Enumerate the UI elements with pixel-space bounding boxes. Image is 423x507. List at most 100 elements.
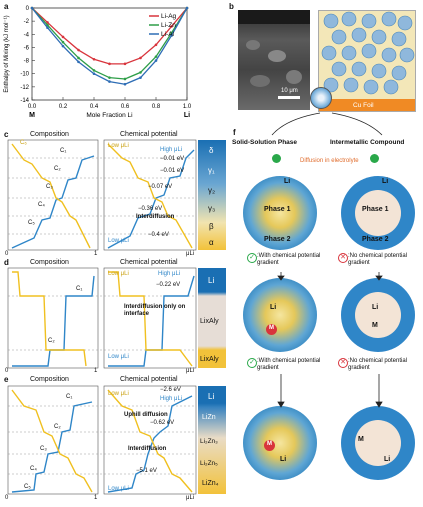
d-high-mu: High μLi <box>158 271 181 277</box>
f-left-particle-3 <box>243 406 317 480</box>
data-point <box>154 59 158 62</box>
x-tick-label: 0.6 <box>121 104 130 110</box>
c-low-mu-top: Low μLi <box>108 143 129 149</box>
d-axis-0: 0 <box>5 368 9 374</box>
y-tick-label: -14 <box>20 98 29 104</box>
row-c-diagram <box>7 139 197 251</box>
y-axis-label: Enthalpy of Mixing (kJ mol⁻¹) <box>4 15 10 92</box>
x-end-label-m: M <box>29 112 35 119</box>
data-point <box>185 6 189 10</box>
x-tick-label: 0.8 <box>152 104 161 110</box>
panel-label-b: b <box>229 2 234 11</box>
data-point <box>92 72 96 76</box>
c-phase-column: δ γ₁ γ₂ γ₃ β α <box>198 140 226 250</box>
li-particle <box>397 15 413 31</box>
c-phase-3: γ₃ <box>208 204 216 213</box>
d-low-mu-top: Low μLi <box>108 271 129 277</box>
data-point <box>139 56 142 60</box>
li-atom-right-top <box>370 154 379 163</box>
e-mu-axis: μLi <box>186 495 195 501</box>
cross-icon-1: ✕ <box>338 253 348 263</box>
sem-micrograph: 10 μm <box>238 10 310 110</box>
check-icon-2: ✓ <box>247 358 257 368</box>
foil-schematic: Cu Foil <box>318 10 416 112</box>
data-point <box>154 55 158 58</box>
f-m-right-3: M <box>358 436 364 443</box>
data-point <box>108 80 111 83</box>
x-tick-label: 0.0 <box>28 104 37 110</box>
e-phase-2: Li₂Zn₃ <box>200 438 218 445</box>
c-phase-2: γ₂ <box>208 186 216 195</box>
data-point <box>46 26 49 30</box>
data-point <box>61 35 65 39</box>
f-no-grad-1: :No chemical potential gradient <box>348 253 408 266</box>
y-tick-label: -4 <box>24 32 30 38</box>
data-point <box>139 76 142 79</box>
e-uphill: Uphill diffusion <box>124 412 168 418</box>
plot-frame <box>31 7 188 101</box>
c-energy-4: −0.36 eV <box>138 206 163 212</box>
e-label-c1: C₁ <box>66 394 73 400</box>
data-point <box>123 82 127 86</box>
e-phase-3: Li₂Zn₅ <box>200 460 218 467</box>
cu-foil <box>319 99 415 111</box>
d-mu-axis: μLi <box>186 368 195 374</box>
c-label-c2: C₂ <box>54 166 61 172</box>
c-axis-1: 1 <box>94 251 98 257</box>
y-tick-label: 0 <box>26 6 30 12</box>
d-interdiffusion: Interdiffusion only on interface <box>124 304 186 317</box>
enthalpy-chart: 0.0 0.2 0.4 0.6 0.8 1.0 0 -2 -4 -6 -8 -10 -12 -14 Mole… <box>4 6 192 119</box>
c-label-c4: C₄ <box>38 202 45 208</box>
e-axis-0: 0 <box>5 495 9 501</box>
f-li-right-2: Li <box>372 304 379 311</box>
f-diffusion-label: Diffusion in electrolyte <box>300 158 359 164</box>
e-energy-1: −2.6 eV <box>160 387 181 393</box>
d-low-mu: Low μLi <box>108 354 129 360</box>
li-particle <box>399 47 415 63</box>
data-point <box>46 21 49 24</box>
f-no-grad-2: :No chemical potential gradient <box>348 358 408 371</box>
e-phase-4: LiZn₄ <box>202 480 219 487</box>
c-label-c1: C₁ <box>60 148 67 154</box>
f-left-phase2: Phase 2 <box>264 236 291 243</box>
data-point <box>154 43 158 47</box>
data-point <box>61 40 65 44</box>
composition-title-e: Composition <box>30 376 69 383</box>
f-left-phase1: Phase 1 <box>264 206 291 213</box>
y-tick-label: -8 <box>24 59 30 65</box>
e-energy-2: −0.62 eV <box>150 420 175 426</box>
data-point <box>123 62 127 66</box>
li-particle <box>341 11 357 27</box>
y-tick-label: -6 <box>24 45 30 51</box>
e-high-mu: High μLi <box>160 396 183 402</box>
y-tick-label: -12 <box>20 85 29 91</box>
data-point <box>77 60 80 64</box>
scale-label: 10 μm <box>281 88 298 94</box>
li-particle <box>391 65 407 81</box>
row-e-diagram <box>7 385 197 495</box>
c-energy-5: −0.4 eV <box>148 232 169 238</box>
li-particle <box>341 45 357 61</box>
y-tick-label: -10 <box>20 72 29 78</box>
d-phase-2: LixAly <box>200 356 219 363</box>
f-left-particle-2 <box>243 278 317 352</box>
d-energy: −0.22 eV <box>156 282 181 288</box>
c-energy-3: −0.07 eV <box>148 184 173 190</box>
f-m-left-3: M <box>267 441 272 447</box>
x-axis-label: Mole Fraction Li <box>86 112 132 119</box>
li-particle <box>323 13 339 29</box>
f-m-left-2: M <box>269 325 274 331</box>
d-label-c2: C₂ <box>48 338 55 344</box>
f-m-right-2: M <box>372 322 378 329</box>
f-right-particle-1 <box>341 176 415 250</box>
c-label-c5: C₅ <box>28 220 35 226</box>
legend-label: Li-Al <box>161 31 175 38</box>
li-particle <box>391 31 407 47</box>
d-label-c1: C₁ <box>76 286 83 292</box>
data-point <box>92 69 96 72</box>
f-flow-arrows <box>277 272 383 408</box>
data-point <box>77 48 80 52</box>
d-phase-column: Li LixAly LixAly <box>198 268 226 368</box>
c-label-c3: C₃ <box>46 184 53 190</box>
data-point <box>61 44 65 48</box>
